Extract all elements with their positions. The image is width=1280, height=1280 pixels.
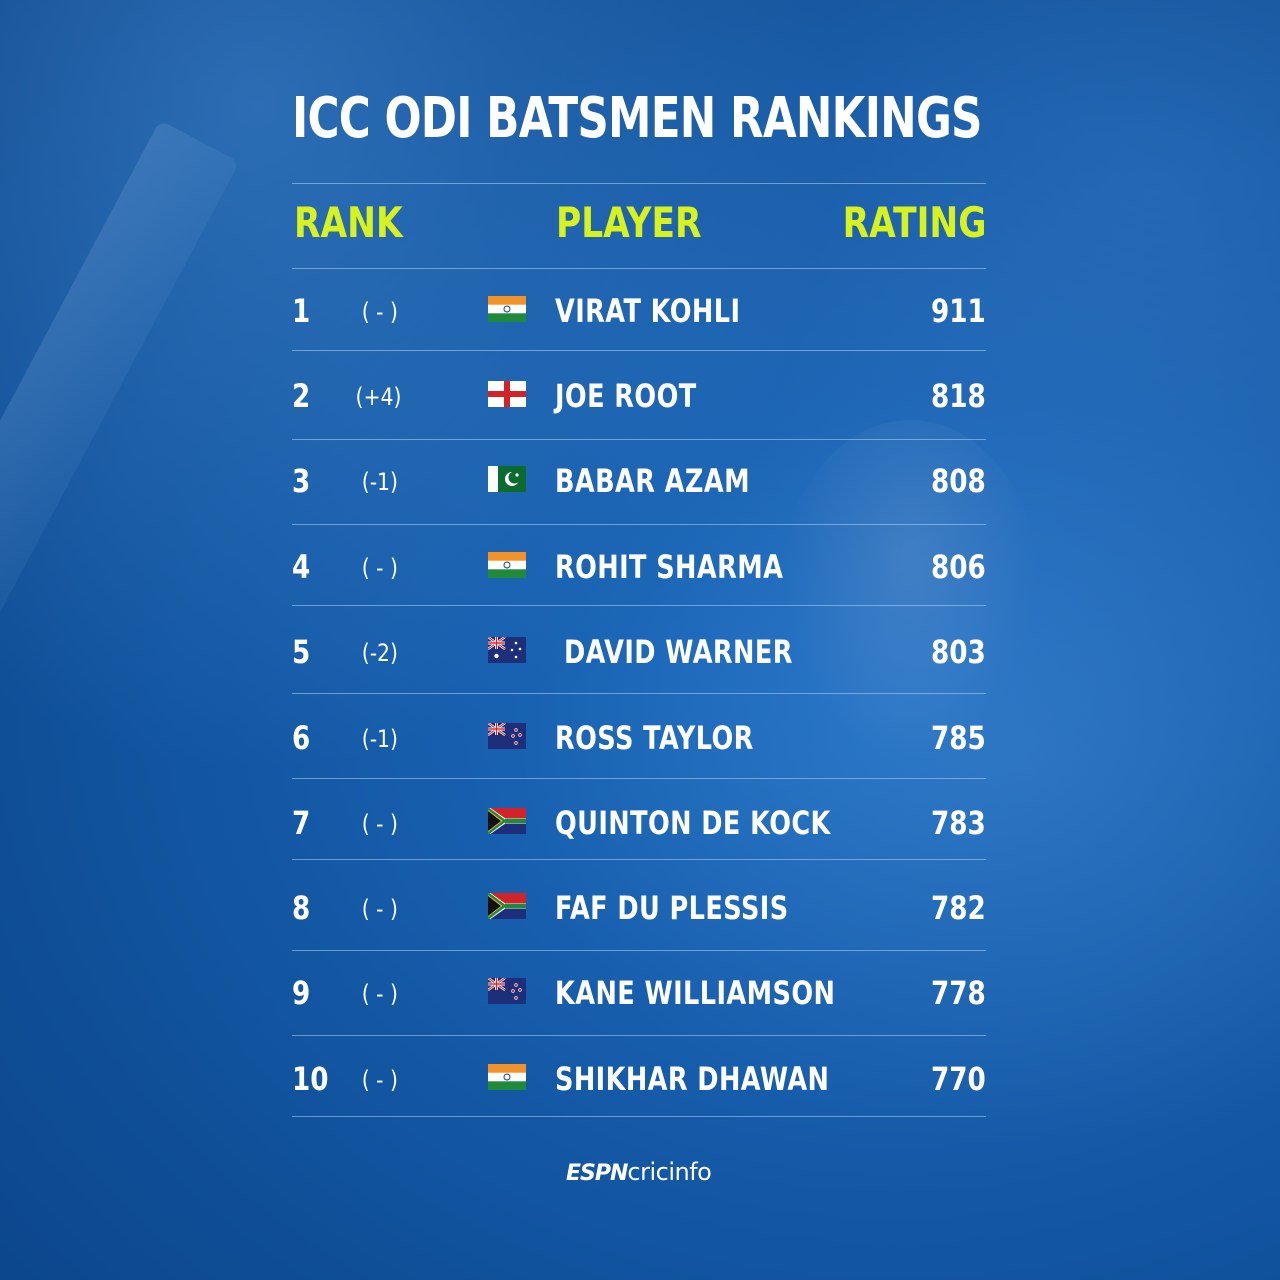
rank-column-header: RANK [294,198,403,247]
india-flag-icon [488,1064,526,1090]
rank-value: 4 [292,548,311,586]
rank-value: 2 [292,377,311,415]
rank-value: 7 [292,804,311,842]
rating-value: 803 [931,633,986,671]
table-row: 6 (-1) ROSS TAYLOR 785 [292,719,986,759]
rank-value: 3 [292,462,311,500]
row-divider [292,439,986,440]
table-row: 3 (-1) BABAR AZAM 808 [292,462,986,502]
player-name: VIRAT KOHLI [555,292,741,330]
header-top-divider [292,183,986,184]
espncricinfo-logo: ESPNcricinfo [566,1158,716,1192]
rank-value: 6 [292,719,311,757]
rank-change: (-1) [361,468,398,496]
rank-change: (-2) [361,639,398,667]
south-africa-flag-icon [487,891,527,921]
rank-change: ( - ) [361,298,398,326]
rank-value: 9 [292,974,311,1012]
rank-value: 10 [292,1060,329,1098]
rank-change: (+4) [355,383,402,411]
rank-change: ( - ) [361,895,398,923]
player-name: ROHIT SHARMA [555,548,784,586]
india-flag-icon [488,552,526,578]
new-zealand-flag-icon [487,977,526,1004]
espn-logo-text: ESPN [566,1161,628,1186]
row-divider [292,350,986,351]
india-flag-icon [488,296,526,322]
player-name: BABAR AZAM [555,462,750,500]
south-africa-flag-icon [487,806,527,836]
rank-change: ( - ) [361,810,398,838]
rating-value: 770 [931,1060,986,1098]
australia-flag-icon [487,636,526,663]
row-divider [292,605,986,606]
rating-value: 806 [931,548,986,586]
table-row: 2 (+4) JOE ROOT 818 [292,377,986,417]
table-row: 7 ( - ) QUINTON DE KOCK 783 [292,804,986,844]
rating-value: 818 [931,377,986,415]
rating-value: 911 [931,292,986,330]
table-row: 1 ( - ) VIRAT KOHLI 911 [292,292,986,332]
rating-column-header: RATING [842,198,986,247]
table-row: 9 ( - ) KANE WILLIAMSON 778 [292,974,986,1014]
table-row: 4 ( - ) ROHIT SHARMA 806 [292,548,986,588]
rank-change: ( - ) [361,1066,398,1094]
rank-change: ( - ) [361,980,398,1008]
row-divider [292,524,986,525]
rating-value: 783 [931,804,986,842]
rating-value: 782 [931,889,986,927]
player-name: SHIKHAR DHAWAN [555,1060,830,1098]
table-row: 8 ( - ) FAF DU PLESSIS 782 [292,889,986,929]
england-flag-icon [488,381,526,407]
player-name: JOE ROOT [555,377,697,415]
rank-value: 1 [292,292,311,330]
rank-value: 8 [292,889,311,927]
row-divider [292,1116,986,1117]
row-divider [292,778,986,779]
rating-value: 785 [931,719,986,757]
header-bottom-divider [292,268,986,269]
player-column-header: PLAYER [556,198,702,247]
cricinfo-logo-text: cricinfo [627,1158,712,1186]
rank-value: 5 [292,633,311,671]
player-name: QUINTON DE KOCK [555,804,831,842]
rating-value: 778 [931,974,986,1012]
pakistan-flag-icon [488,466,526,492]
player-name: KANE WILLIAMSON [555,974,836,1012]
rank-change: (-1) [361,725,398,753]
row-divider [292,693,986,694]
row-divider [292,1035,986,1036]
background-player-image [780,420,1040,760]
rank-change: ( - ) [361,554,398,582]
row-divider [292,859,986,860]
rating-value: 808 [931,462,986,500]
player-name: DAVID WARNER [564,633,793,671]
page-title: ICC ODI BATSMEN RANKINGS [292,86,982,151]
table-row: 10 ( - ) SHIKHAR DHAWAN 770 [292,1060,986,1100]
row-divider [292,950,986,951]
table-row: 5 (-2) DAVID WARNER 803 [292,633,986,673]
new-zealand-flag-icon [487,722,526,749]
player-name: FAF DU PLESSIS [555,889,789,927]
player-name: ROSS TAYLOR [555,719,754,757]
